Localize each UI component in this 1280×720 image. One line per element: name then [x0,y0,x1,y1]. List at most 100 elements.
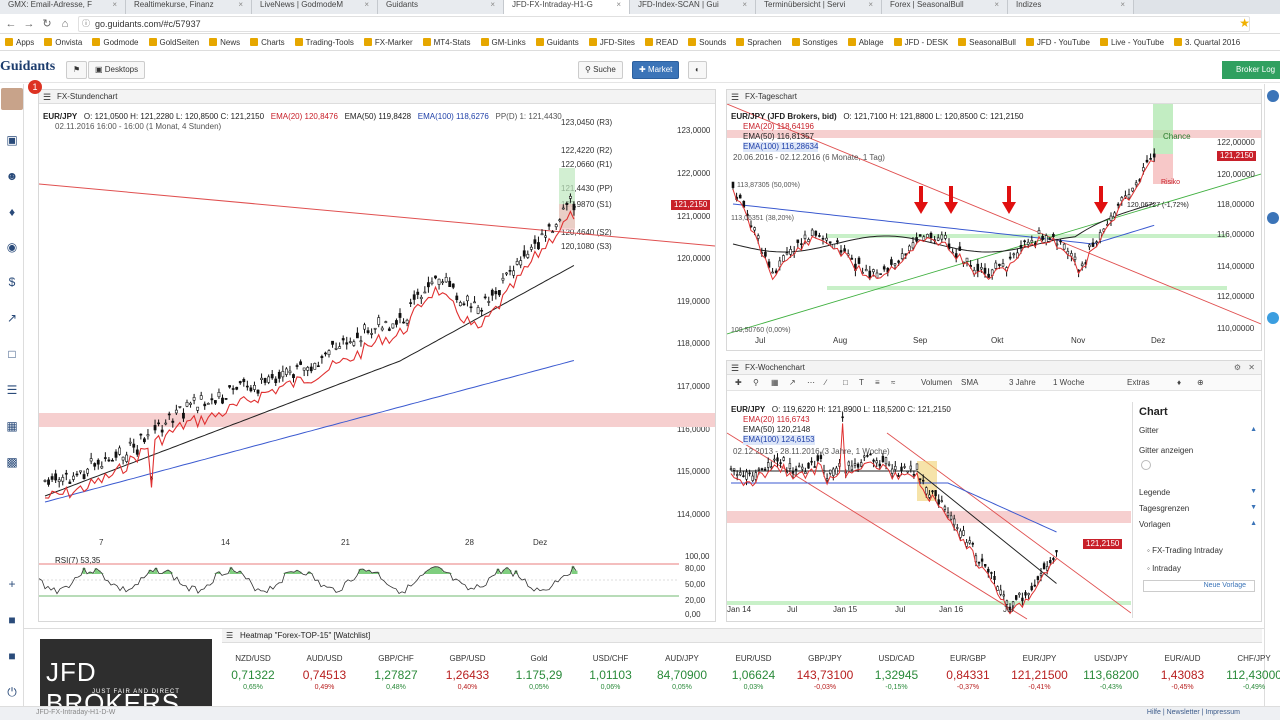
chat-icon[interactable] [1267,312,1279,324]
chart-line-icon[interactable]: ↗ [6,311,18,325]
broker-login-button[interactable]: Broker Log [1222,61,1280,79]
grid-icon[interactable]: ▩ [6,455,18,469]
browser-tab[interactable]: GMX: Email-Adresse, F × [0,0,126,14]
bookmark-item[interactable]: JFD - DESK [889,35,954,50]
back-icon[interactable]: ← [5,18,17,30]
text-tool-icon[interactable]: T [859,378,864,387]
bookmark-item[interactable]: Apps [0,35,39,50]
browser-tab[interactable]: Terminübersicht | Servi × [756,0,882,14]
bookmark-item[interactable]: Trading-Tools [290,35,359,50]
list-icon[interactable]: ☰ [6,383,18,397]
browser-tab[interactable]: Indizes × [1008,0,1134,14]
zoom-icon[interactable]: ⚲ [753,378,759,387]
heatmap-cell[interactable]: USD/CHF 1,01103 0,06% [576,653,646,705]
bookmark-star-icon[interactable]: ★ [1239,16,1250,30]
bookmark-item[interactable]: Onvista [39,35,87,50]
hourly-price-chart[interactable] [39,104,715,544]
dollar-icon[interactable]: $ [8,275,16,289]
extras-menu[interactable]: Extras [1127,378,1150,387]
heatmap-cell[interactable]: GBP/USD 1,26433 0,40% [433,653,503,705]
menu-icon[interactable]: ☰ [43,92,52,102]
heatmap-cell[interactable]: EUR/USD 1,06624 0,03% [719,653,789,705]
bookmark-item[interactable]: JFD-Sites [584,35,640,50]
bookmark-item[interactable]: MT4-Stats [418,35,476,50]
heatmap-cell[interactable]: EUR/AUD 1,43083 -0,45% [1148,653,1218,705]
url-input[interactable]: go.guidants.com/#c/57937 [78,16,1250,32]
bookmark-item[interactable]: Guidants [531,35,584,50]
heatmap-cell[interactable]: USD/JPY 113,68200 -0,43% [1076,653,1146,705]
bookmark-item[interactable]: JFD - YouTube [1021,35,1095,50]
bookmark-item[interactable]: Sprachen [731,35,786,50]
bookmark-item[interactable]: News [204,35,245,50]
bookmark-item[interactable]: GM-Links [476,35,531,50]
browser-tab[interactable]: Realtimekurse, Finanz × [126,0,252,14]
menu-icon[interactable]: ☰ [731,92,740,102]
guidants-logo[interactable]: Guidants [0,59,56,74]
period-select[interactable]: 3 Jahre [1009,378,1036,387]
template-item[interactable]: ◦ Intraday [1147,564,1181,573]
jfd-brokers-logo[interactable]: JFD BROKERS JUST FAIR AND DIRECT [40,639,212,718]
heatmap-cell[interactable]: EUR/GBP 0,84331 -0,37% [933,653,1003,705]
document-icon[interactable]: □ [8,347,16,361]
close-tab-icon[interactable]: × [364,0,369,9]
heatmap-cell[interactable]: GBP/CHF 1,27827 0,48% [361,653,431,705]
browser-tab[interactable]: Guidants × [378,0,504,14]
bookmark-item[interactable]: SeasonalBull [953,35,1021,50]
heatmap-cell[interactable]: EUR/JPY 121,21500 -0,41% [1005,653,1075,705]
grid-tool-icon[interactable]: ▦ [771,378,779,387]
rsi-chart[interactable] [39,552,715,612]
weekly-price-chart[interactable] [727,393,1131,621]
eye-icon[interactable]: ◉ [6,240,18,254]
help-icon[interactable] [1267,90,1279,102]
legende-section[interactable]: Legende ▼ [1139,488,1257,497]
grid-toggle-checkbox[interactable] [1141,460,1151,470]
bookmark-item[interactable]: Sonstiges [787,35,843,50]
menu-icon[interactable]: ☰ [731,363,740,373]
browser-tab[interactable]: JFD-FX-Intraday-H1-G × [504,0,630,14]
browser-tab[interactable]: JFD-Index-SCAN | Gui × [630,0,756,14]
close-tab-icon[interactable]: × [490,0,495,9]
gitter-section[interactable]: Gitter ▲ [1139,426,1257,435]
desktops-button[interactable]: ▣ Desktops [88,61,146,79]
folder2-icon[interactable]: ■ [8,649,16,663]
arrow-tool-icon[interactable]: ↗ [789,378,796,387]
footer-links[interactable]: Hilfe | Newsletter | Impressum [1146,709,1240,716]
template-item[interactable]: ◦ FX-Trading Intraday [1147,546,1223,555]
close-tab-icon[interactable]: × [742,0,747,9]
dots-tool-icon[interactable]: ⋯ [807,378,815,387]
bookmark-item[interactable]: Sounds [683,35,731,50]
bookmark-item[interactable]: FX-Marker [359,35,418,50]
crosshair-icon[interactable]: ✚ [735,378,742,387]
notification-badge[interactable]: 1 [28,80,42,94]
sma-button[interactable]: SMA [961,378,979,387]
close-tab-icon[interactable]: × [238,0,243,9]
bookmark-item[interactable]: GoldSeiten [144,35,205,50]
heatmap-cell[interactable]: Gold 1.175,29 0,05% [504,653,574,705]
tagesgrenzen-section[interactable]: Tagesgrenzen ▼ [1139,504,1257,513]
fib-tool-icon[interactable]: ≡ [875,378,880,387]
zoom-in-icon[interactable]: ⊕ [1197,378,1204,387]
heatmap-cell[interactable]: GBP/JPY 143,73100 -0,03% [790,653,860,705]
avatar[interactable] [1,88,23,110]
close-tab-icon[interactable]: × [112,0,117,9]
menu-icon[interactable]: ☰ [226,631,234,640]
settings-icon[interactable]: ⚙ [1233,363,1241,372]
bookmark-item[interactable]: 3. Quartal 2016 [1169,35,1245,50]
home-icon[interactable]: ⌂ [61,18,69,30]
reload-icon[interactable]: ↻ [42,18,52,30]
volume-button[interactable]: Volumen [921,378,953,387]
alarm-icon[interactable]: ♦ [1177,378,1182,387]
grid-toggle[interactable]: Gitter anzeigen [1139,446,1257,455]
folder-icon[interactable]: ■ [8,613,16,627]
heatmap-cell[interactable]: NZD/USD 0,71322 0,65% [218,653,288,705]
news-icon[interactable] [1267,212,1279,224]
bookmark-icon[interactable]: ⚑ [66,61,88,79]
close-tab-icon[interactable]: × [868,0,873,9]
bell-icon[interactable]: ♦ [8,205,16,219]
bookmark-item[interactable]: READ [640,35,683,50]
close-tab-icon[interactable]: × [1120,0,1125,9]
user-icon[interactable]: ☻ [5,169,19,183]
browser-tab[interactable]: Forex | SeasonalBull × [882,0,1008,14]
add-icon[interactable]: + [8,577,16,591]
bookmark-item[interactable]: Charts [245,35,290,50]
